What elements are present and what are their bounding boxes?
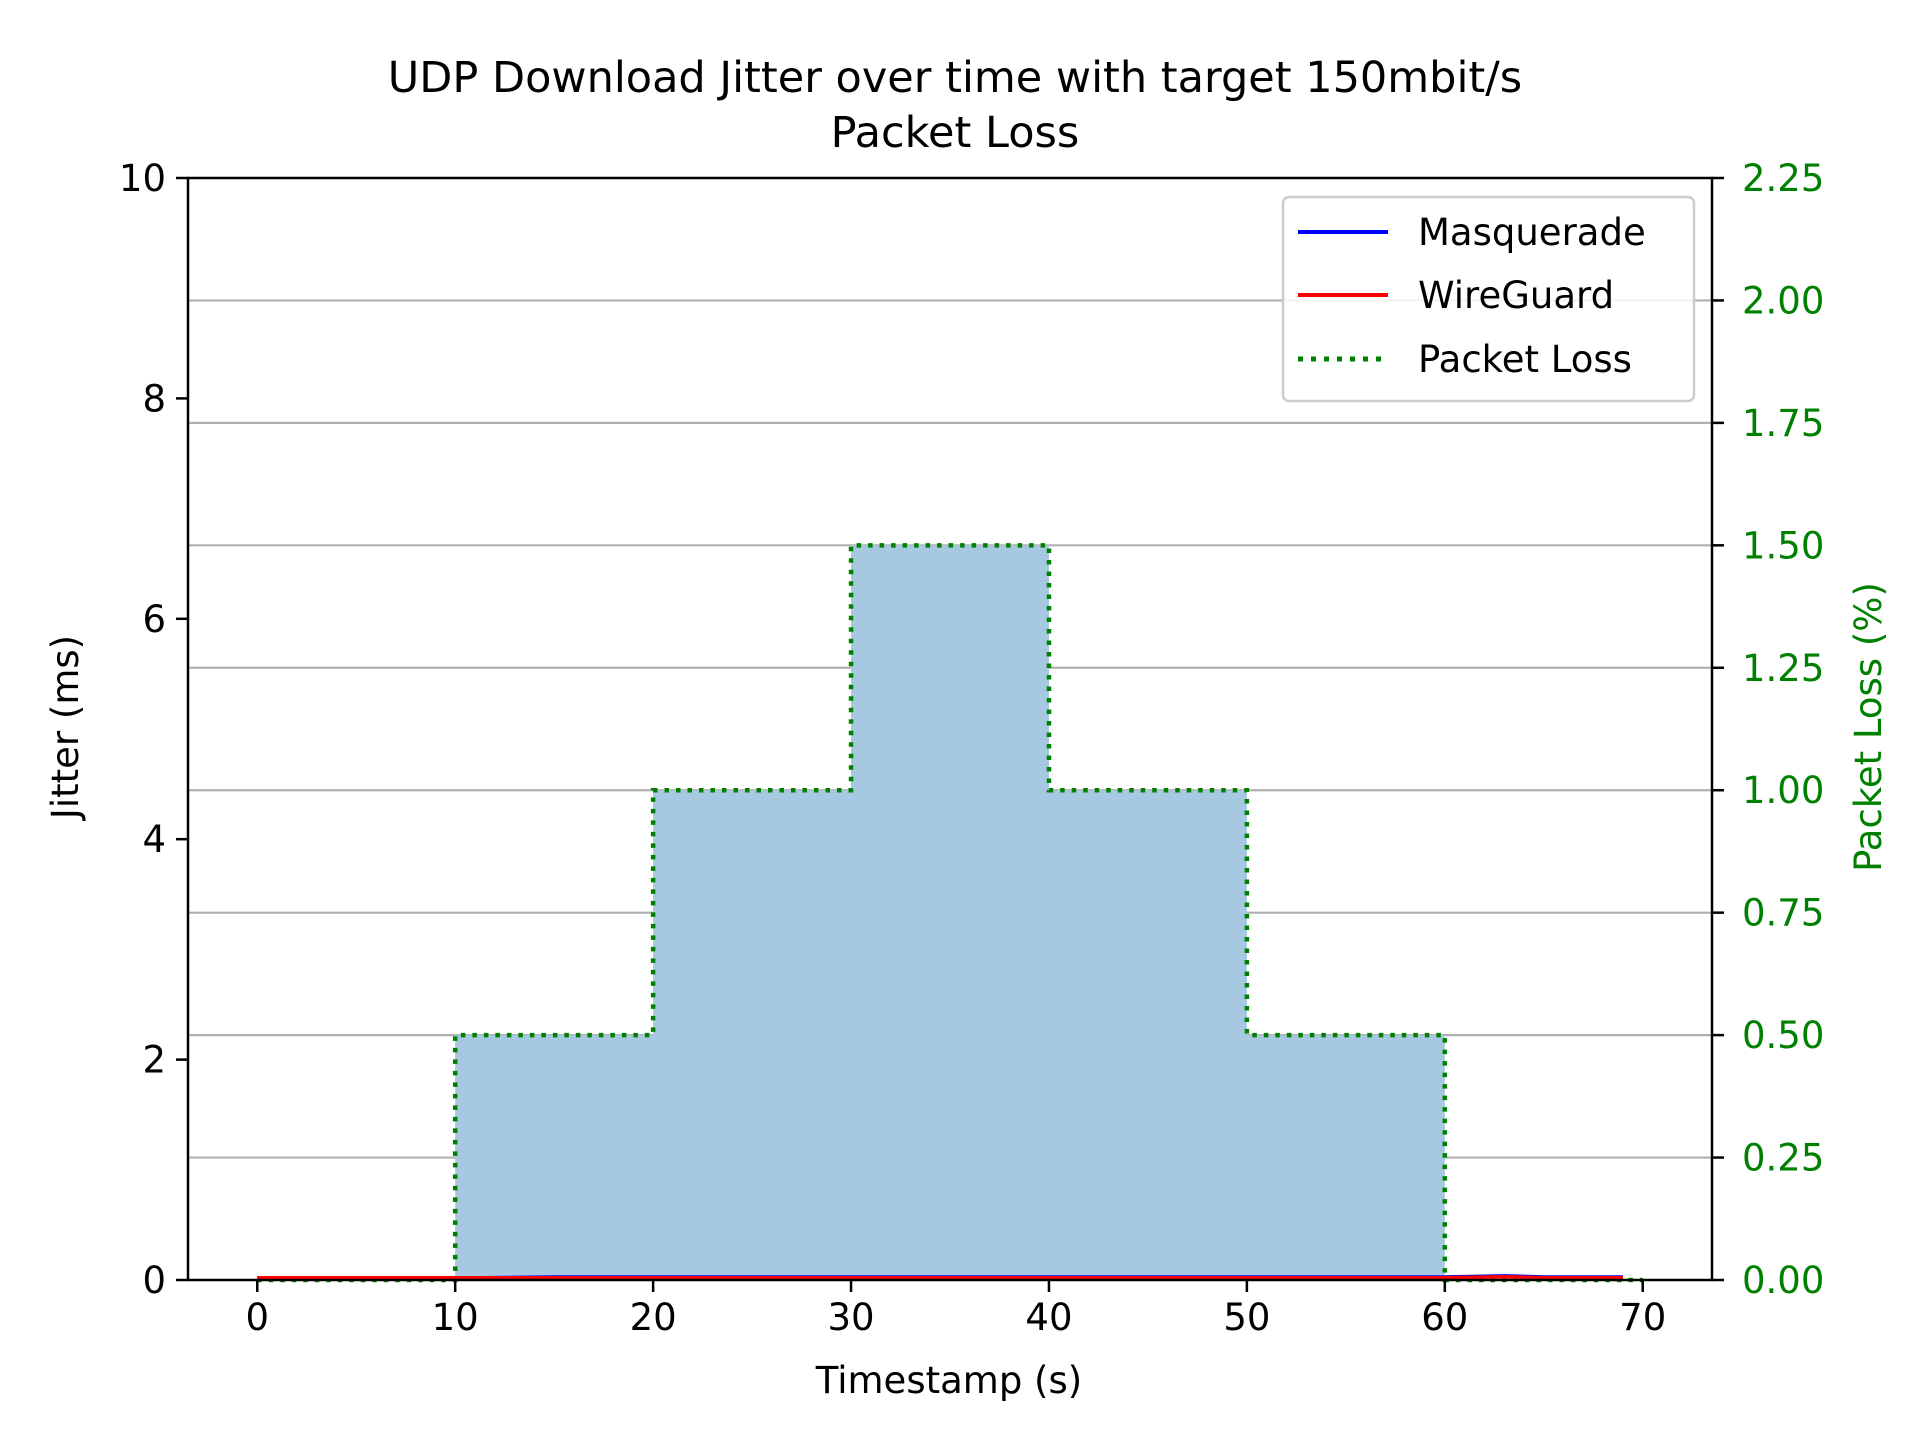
axes: 0 10 20 30 40 50 60 70 0 2 4 6 8 10 0.00 0.25 0.50 0.75 1.… [119, 157, 1824, 1339]
series-lines [257, 543, 1643, 1283]
x-tick-label: 60 [1421, 1296, 1468, 1339]
x-tick-label: 0 [245, 1296, 269, 1339]
x-tick-label: 10 [432, 1296, 479, 1339]
chart-title-line1: UDP Download Jitter over time with targe… [388, 53, 1522, 103]
series-line-wireguard [257, 1274, 1623, 1280]
packet-loss-fill [257, 545, 1643, 1280]
y-right-tick-label: 1.25 [1742, 647, 1824, 690]
y-left-tick-label: 8 [142, 377, 166, 420]
y-right-tick-label: 2.00 [1742, 279, 1824, 322]
legend-label-wireguard: WireGuard [1418, 274, 1614, 317]
y-right-tick-label: 0.00 [1742, 1259, 1824, 1302]
y-right-tick-label: 1.75 [1742, 402, 1824, 445]
series-line-packet-loss [257, 543, 1643, 1283]
y-right-tick-label: 1.50 [1742, 524, 1824, 567]
y-right-tick-label: 0.25 [1742, 1137, 1824, 1180]
legend-box [1281, 195, 1696, 403]
y-right-tick-label: 0.75 [1742, 892, 1824, 935]
y-axis-label-left: Jitter (ms) [44, 635, 87, 821]
plot-frame [186, 176, 1714, 1282]
legend-label-packet-loss: Packet Loss [1418, 338, 1632, 381]
chart-title-line2: Packet Loss [831, 108, 1080, 158]
y-right-tick-label: 2.25 [1742, 157, 1824, 200]
y-left-tick-label: 4 [142, 818, 166, 861]
y-right-tick-label: 0.50 [1742, 1014, 1824, 1057]
y-right-tick-label: 1.00 [1742, 769, 1824, 812]
x-tick-label: 70 [1619, 1296, 1666, 1339]
legend-label-masquerade: Masquerade [1418, 211, 1646, 254]
x-tick-label: 30 [827, 1296, 874, 1339]
x-tick-label: 20 [630, 1296, 677, 1339]
legend: Masquerade WireGuard Packet Loss [1281, 195, 1696, 403]
x-tick-label: 40 [1025, 1296, 1072, 1339]
y-left-tick-label: 10 [119, 157, 166, 200]
y-left-tick-label: 0 [142, 1259, 166, 1302]
x-axis-label: Timestamp (s) [815, 1359, 1082, 1402]
y-axis-label-right: Packet Loss (%) [1847, 582, 1890, 872]
x-tick-label: 50 [1223, 1296, 1270, 1339]
y-left-tick-label: 6 [142, 598, 166, 641]
y-left-tick-label: 2 [142, 1039, 166, 1082]
packet-loss-area [257, 545, 1643, 1280]
